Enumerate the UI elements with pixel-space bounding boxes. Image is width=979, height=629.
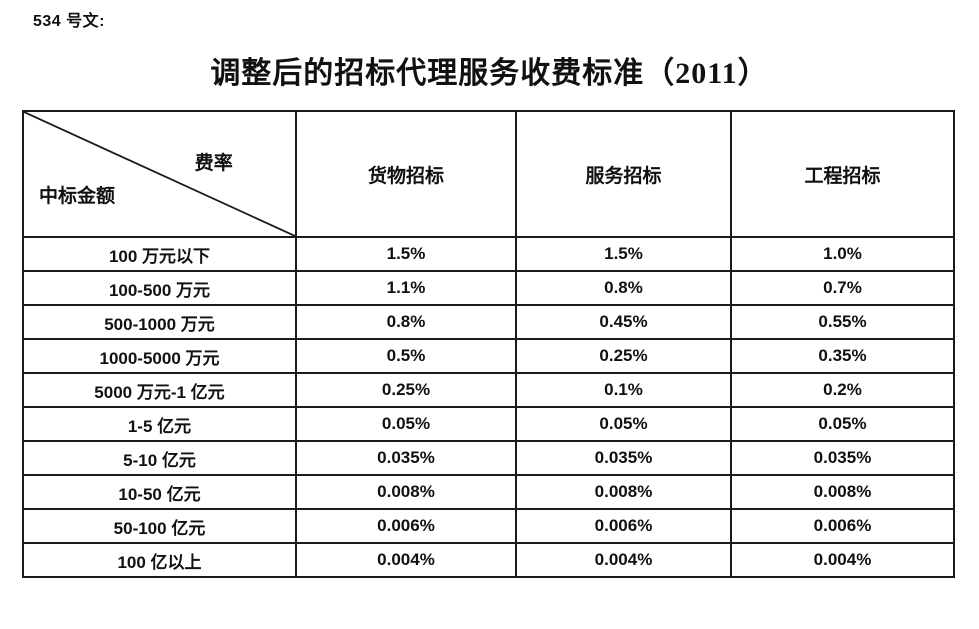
rate-cell: 0.7% <box>730 270 955 306</box>
table-row: 100 万元以下 1.5% 1.5% 1.0% <box>22 236 955 272</box>
rate-cell: 0.8% <box>295 304 517 340</box>
table-row: 500-1000 万元 0.8% 0.45% 0.55% <box>22 304 955 340</box>
rate-cell: 0.45% <box>515 304 732 340</box>
table-row: 50-100 亿元 0.006% 0.006% 0.006% <box>22 508 955 544</box>
amount-cell: 5-10 亿元 <box>22 440 297 476</box>
rate-cell: 0.008% <box>295 474 517 510</box>
corner-label-amount: 中标金额 <box>39 186 116 208</box>
rate-cell: 0.008% <box>515 474 732 510</box>
rate-cell: 0.035% <box>515 440 732 476</box>
rate-cell: 0.004% <box>730 542 955 578</box>
rate-cell: 0.2% <box>730 372 955 408</box>
rate-cell: 0.25% <box>515 338 732 374</box>
corner-header-cell: 费率 中标金额 <box>22 110 297 238</box>
column-header-goods: 货物招标 <box>295 110 517 238</box>
rate-cell: 0.006% <box>730 508 955 544</box>
header-row: 费率 中标金额 货物招标 服务招标 工程招标 <box>22 110 955 238</box>
corner-label-rate: 费率 <box>194 152 233 174</box>
amount-cell: 10-50 亿元 <box>22 474 297 510</box>
table-row: 100-500 万元 1.1% 0.8% 0.7% <box>22 270 955 306</box>
rate-cell: 1.0% <box>730 236 955 272</box>
rate-cell: 0.006% <box>515 508 732 544</box>
rate-cell: 0.035% <box>295 440 517 476</box>
fee-rate-table: 费率 中标金额 货物招标 服务招标 工程招标 100 万元以下 1.5% 1.5% 1… <box>22 110 955 578</box>
amount-cell: 100 亿以上 <box>22 542 297 578</box>
table-row: 5000 万元-1 亿元 0.25% 0.1% 0.2% <box>22 372 955 408</box>
rate-cell: 0.1% <box>515 372 732 408</box>
amount-cell: 5000 万元-1 亿元 <box>22 372 297 408</box>
column-header-services: 服务招标 <box>515 110 732 238</box>
rate-cell: 0.05% <box>295 406 517 442</box>
amount-cell: 100-500 万元 <box>22 270 297 306</box>
table-row: 1000-5000 万元 0.5% 0.25% 0.35% <box>22 338 955 374</box>
amount-cell: 50-100 亿元 <box>22 508 297 544</box>
amount-cell: 500-1000 万元 <box>22 304 297 340</box>
diagonal-divider-line <box>24 112 295 236</box>
rate-cell: 1.5% <box>515 236 732 272</box>
rate-cell: 0.008% <box>730 474 955 510</box>
rate-cell: 0.004% <box>515 542 732 578</box>
table-row: 10-50 亿元 0.008% 0.008% 0.008% <box>22 474 955 510</box>
table-row: 100 亿以上 0.004% 0.004% 0.004% <box>22 542 955 578</box>
rate-cell: 0.05% <box>730 406 955 442</box>
rate-cell: 1.5% <box>295 236 517 272</box>
table-row: 1-5 亿元 0.05% 0.05% 0.05% <box>22 406 955 442</box>
rate-cell: 0.035% <box>730 440 955 476</box>
rate-cell: 0.8% <box>515 270 732 306</box>
table-row: 5-10 亿元 0.035% 0.035% 0.035% <box>22 440 955 476</box>
rate-cell: 0.55% <box>730 304 955 340</box>
amount-cell: 1000-5000 万元 <box>22 338 297 374</box>
doc-number-label: 534 号文: <box>33 13 105 30</box>
amount-cell: 1-5 亿元 <box>22 406 297 442</box>
rate-cell: 0.25% <box>295 372 517 408</box>
column-header-engineering: 工程招标 <box>730 110 955 238</box>
amount-cell: 100 万元以下 <box>22 236 297 272</box>
rate-cell: 0.05% <box>515 406 732 442</box>
fee-table-body: 100 万元以下 1.5% 1.5% 1.0% 100-500 万元 1.1% 0.8% 0.… <box>22 236 955 578</box>
rate-cell: 1.1% <box>295 270 517 306</box>
rate-cell: 0.004% <box>295 542 517 578</box>
rate-cell: 0.5% <box>295 338 517 374</box>
rate-cell: 0.006% <box>295 508 517 544</box>
page-title: 调整后的招标代理服务收费标准（2011） <box>210 57 769 90</box>
rate-cell: 0.35% <box>730 338 955 374</box>
